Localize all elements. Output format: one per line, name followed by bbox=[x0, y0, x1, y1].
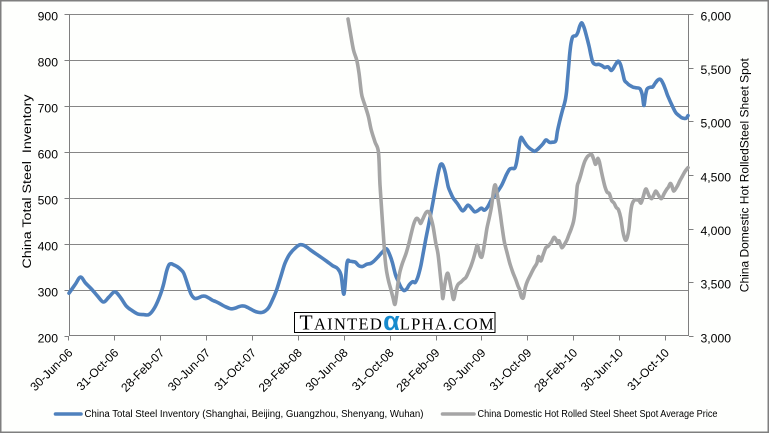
svg-text:700: 700 bbox=[38, 101, 59, 115]
svg-text:China Domestic Hot Rolled Stee: China Domestic Hot Rolled Steel Sheet Sp… bbox=[478, 409, 719, 420]
svg-text:3,000: 3,000 bbox=[701, 331, 732, 345]
svg-text:600: 600 bbox=[38, 147, 59, 161]
svg-text:China Total Steel Inventory (S: China Total Steel Inventory (Shanghai, B… bbox=[85, 409, 424, 420]
svg-text:300: 300 bbox=[38, 285, 59, 299]
svg-text:5,000: 5,000 bbox=[701, 117, 732, 131]
svg-text:6,000: 6,000 bbox=[701, 9, 732, 23]
svg-text:TAINTEDαLPHA.COM: TAINTEDαLPHA.COM bbox=[300, 306, 495, 336]
svg-text:China Total Steel Inventory: China Total Steel Inventory bbox=[20, 93, 34, 268]
svg-text:800: 800 bbox=[38, 55, 59, 69]
svg-text:400: 400 bbox=[38, 239, 59, 253]
svg-text:4,500: 4,500 bbox=[701, 170, 732, 184]
svg-text:900: 900 bbox=[38, 9, 59, 23]
svg-text:5,500: 5,500 bbox=[701, 63, 732, 77]
svg-text:4,000: 4,000 bbox=[701, 224, 732, 238]
svg-text:200: 200 bbox=[38, 331, 59, 345]
svg-text:3,500: 3,500 bbox=[701, 278, 732, 292]
svg-text:China Domestic Hot RolledSteel: China Domestic Hot RolledSteel Sheet Spo… bbox=[738, 57, 752, 292]
svg-text:500: 500 bbox=[38, 193, 59, 207]
